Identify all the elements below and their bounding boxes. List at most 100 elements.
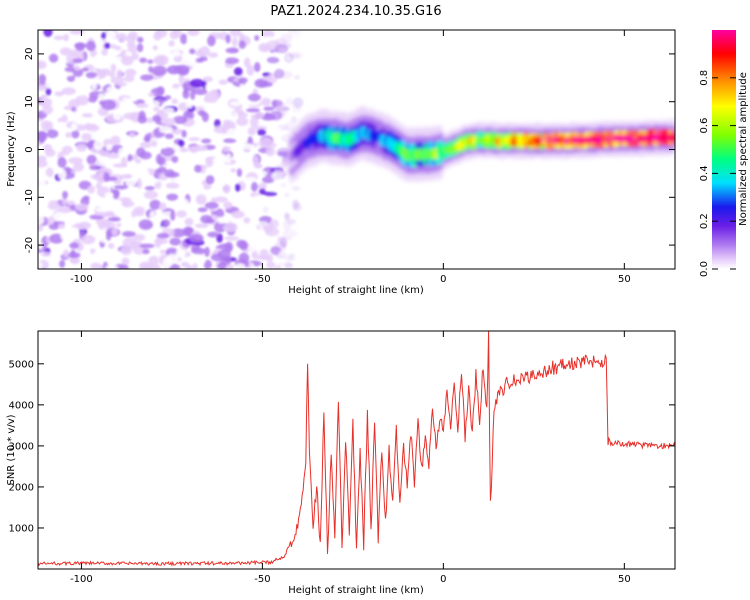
noise-blob xyxy=(75,95,90,106)
noise-blob xyxy=(71,130,80,139)
x-tick-label: 50 xyxy=(618,574,631,585)
noise-blob xyxy=(130,93,139,102)
noise-blob xyxy=(178,74,185,84)
noise-blob xyxy=(171,50,181,57)
noise-blob xyxy=(183,86,189,94)
noise-blob xyxy=(173,30,182,39)
noise-blob xyxy=(263,106,275,111)
noise-blob xyxy=(246,64,255,76)
noise-blob xyxy=(254,35,260,41)
noise-blob xyxy=(164,133,174,140)
noise-blob xyxy=(85,40,97,52)
noise-blob xyxy=(143,181,155,186)
noise-blob xyxy=(89,165,100,171)
noise-blob xyxy=(111,227,119,236)
noise-blob xyxy=(107,217,121,222)
x-tick-label: -100 xyxy=(70,274,93,285)
colorbar-tick-label: 0.4 xyxy=(699,165,710,181)
noise-blob xyxy=(218,179,225,189)
noise-blob xyxy=(259,248,269,259)
noise-blob xyxy=(100,31,107,39)
noise-blob xyxy=(243,57,251,68)
noise-blob xyxy=(222,146,231,153)
noise-blob xyxy=(236,168,243,177)
noise-blob xyxy=(189,48,196,55)
noise-blob xyxy=(225,47,240,54)
noise-blob xyxy=(253,61,261,73)
noise-blob xyxy=(142,248,150,255)
noise-blob xyxy=(278,250,291,255)
noise-blob xyxy=(123,112,139,120)
noise-blob xyxy=(238,32,245,42)
noise-blob xyxy=(234,263,246,269)
noise-blob xyxy=(38,73,47,85)
noise-blob xyxy=(269,110,283,121)
noise-blob xyxy=(204,218,215,224)
y-tick-label: 20 xyxy=(24,48,35,61)
noise-blob xyxy=(247,93,261,102)
noise-blob xyxy=(156,232,170,239)
noise-blob xyxy=(261,76,273,81)
noise-blob xyxy=(241,143,255,151)
noise-blob xyxy=(110,135,121,146)
noise-blob xyxy=(104,42,111,49)
noise-blob xyxy=(250,117,259,128)
noise-blob xyxy=(262,62,276,72)
noise-blob xyxy=(230,92,237,99)
noise-field xyxy=(38,30,306,269)
noise-blob xyxy=(236,112,248,119)
noise-blob xyxy=(159,249,166,255)
noise-blob xyxy=(144,185,155,191)
noise-blob xyxy=(139,151,152,160)
noise-blob xyxy=(63,33,69,42)
noise-blob xyxy=(90,262,102,269)
noise-blob xyxy=(266,261,276,269)
noise-blob xyxy=(136,43,144,53)
noise-blob xyxy=(271,99,283,107)
noise-blob xyxy=(143,190,158,200)
noise-blob xyxy=(261,97,271,107)
noise-blob xyxy=(123,75,135,83)
noise-blob xyxy=(57,168,67,180)
noise-blob xyxy=(85,71,98,79)
noise-blob xyxy=(205,157,214,168)
noise-blob xyxy=(87,185,96,194)
noise-blob xyxy=(136,178,142,189)
noise-blob xyxy=(203,102,215,113)
noise-blob xyxy=(172,83,180,89)
noise-blob xyxy=(138,110,146,120)
noise-blob xyxy=(280,33,293,43)
noise-blob xyxy=(154,54,169,66)
noise-blob xyxy=(203,259,212,269)
noise-blob xyxy=(66,200,76,205)
noise-blob xyxy=(81,67,89,72)
noise-blob xyxy=(257,182,267,191)
noise-blob xyxy=(270,246,282,256)
noise-blob xyxy=(61,87,76,96)
noise-blob xyxy=(38,214,45,226)
noise-blob xyxy=(292,203,303,212)
noise-blob xyxy=(257,220,268,226)
noise-blob xyxy=(110,63,117,72)
noise-blob xyxy=(38,200,50,207)
noise-blob xyxy=(278,236,292,241)
noise-blob xyxy=(109,70,116,78)
frequency-ridge xyxy=(288,104,675,185)
noise-blob xyxy=(161,117,176,126)
noise-blob xyxy=(121,55,134,66)
noise-blob xyxy=(175,210,187,218)
noise-blob xyxy=(38,262,43,269)
noise-blob xyxy=(110,76,125,85)
noise-blob xyxy=(188,165,196,175)
noise-blob xyxy=(291,86,306,97)
noise-blob xyxy=(104,191,114,199)
noise-blob xyxy=(222,223,238,233)
noise-blob xyxy=(162,219,171,227)
noise-blob xyxy=(247,244,260,252)
noise-blob xyxy=(70,258,80,265)
noise-blob xyxy=(81,113,93,118)
noise-blob xyxy=(278,170,287,176)
y-tick-label: 5000 xyxy=(9,359,34,370)
noise-blob xyxy=(164,95,172,100)
noise-blob xyxy=(149,210,156,221)
